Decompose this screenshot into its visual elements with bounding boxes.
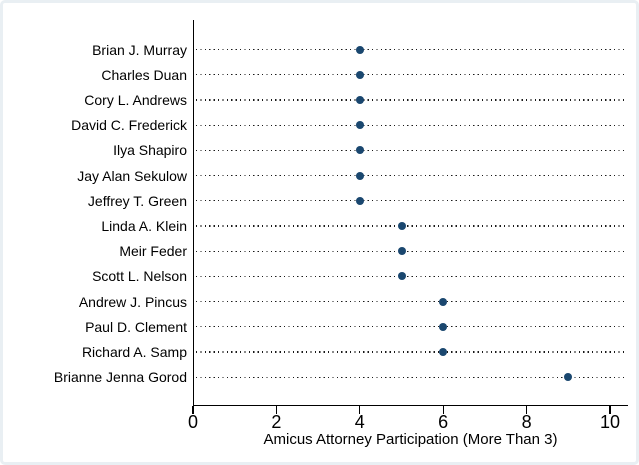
- data-point-marker: [355, 171, 364, 180]
- data-point-marker: [439, 322, 448, 331]
- data-point-marker: [397, 272, 406, 281]
- category-label: Andrew J. Pincus: [78, 293, 187, 310]
- category-label: Richard A. Samp: [81, 343, 187, 360]
- category-label: Paul D. Clement: [85, 318, 187, 335]
- leader-line: [196, 149, 625, 151]
- category-label: Meir Feder: [119, 243, 187, 260]
- leader-line: [196, 74, 625, 76]
- data-point-marker: [355, 121, 364, 130]
- plot-area: Amicus Attorney Participation (More Than…: [3, 3, 636, 462]
- leader-line: [196, 376, 625, 378]
- leader-line: [196, 225, 625, 227]
- x-tick-label: 4: [354, 412, 365, 432]
- data-point-marker: [439, 297, 448, 306]
- x-tick-label: 0: [187, 412, 198, 432]
- leader-line: [196, 326, 625, 328]
- data-point-marker: [355, 95, 364, 104]
- data-point-marker: [439, 347, 448, 356]
- category-label: Ilya Shapiro: [113, 142, 187, 159]
- category-label: Charles Duan: [101, 66, 187, 83]
- category-label: Jeffrey T. Green: [87, 192, 187, 209]
- category-label: David C. Frederick: [71, 117, 187, 134]
- data-point-marker: [355, 196, 364, 205]
- x-axis-line: [193, 405, 628, 407]
- leader-line: [196, 48, 625, 51]
- data-point-marker: [397, 247, 406, 256]
- category-label: Brianne Jenna Gorod: [53, 369, 187, 386]
- x-tick: [525, 406, 528, 414]
- x-tick-label: 2: [271, 412, 282, 432]
- x-tick-label: 10: [599, 412, 621, 432]
- data-point-marker: [397, 221, 406, 230]
- category-label: Linda A. Klein: [101, 217, 187, 234]
- x-tick: [192, 406, 194, 414]
- leader-line: [196, 99, 625, 101]
- category-label: Scott L. Nelson: [92, 268, 187, 285]
- x-axis-title: Amicus Attorney Participation (More Than…: [263, 431, 558, 448]
- y-axis-line: [193, 20, 195, 406]
- leader-line: [196, 250, 625, 252]
- x-tick: [275, 406, 278, 414]
- leader-line: [196, 275, 625, 277]
- leader-line: [196, 300, 625, 303]
- leader-line: [196, 124, 625, 126]
- x-tick-label: 8: [521, 412, 532, 432]
- x-tick: [442, 406, 444, 414]
- category-label: Brian J. Murray: [92, 41, 187, 58]
- data-point-marker: [355, 70, 364, 79]
- category-label: Jay Alan Sekulow: [77, 167, 187, 184]
- x-tick-label: 6: [438, 412, 449, 432]
- category-label: Cory L. Andrews: [84, 91, 187, 108]
- data-point-marker: [564, 373, 573, 382]
- leader-line: [196, 174, 625, 177]
- leader-line: [196, 200, 625, 202]
- x-tick: [609, 406, 611, 414]
- leader-line: [196, 351, 625, 353]
- data-point-marker: [355, 45, 364, 54]
- data-point-marker: [355, 146, 364, 155]
- x-tick: [359, 406, 361, 414]
